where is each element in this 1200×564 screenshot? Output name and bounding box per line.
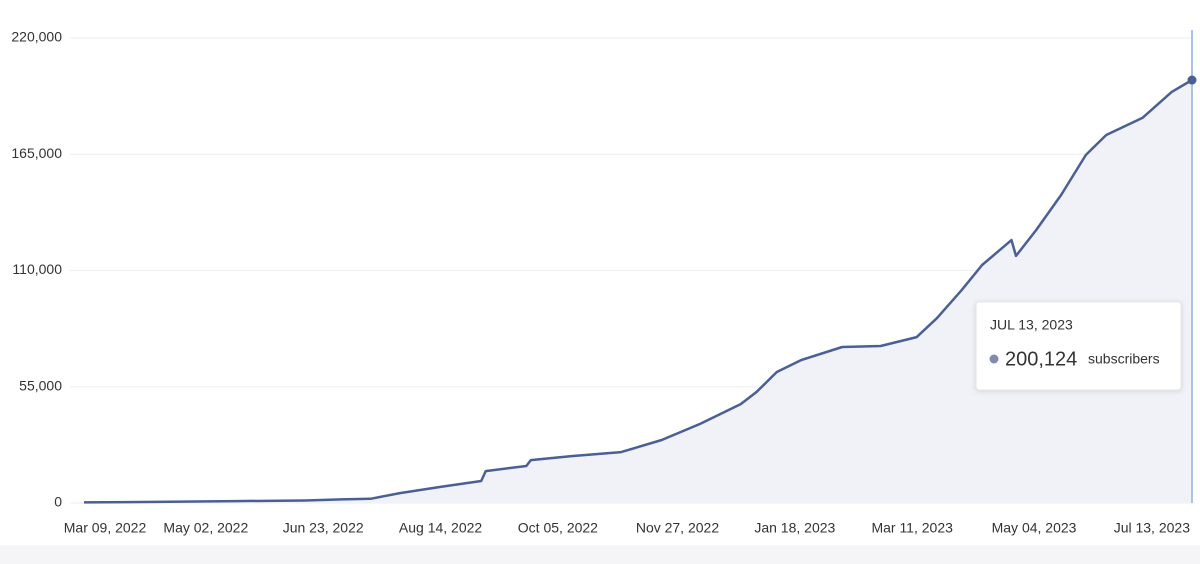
area xyxy=(84,80,1192,503)
y-tick-label: 220,000 xyxy=(11,29,62,45)
footer-strip xyxy=(0,545,1200,564)
x-tick-label: Mar 09, 2022 xyxy=(64,520,147,536)
x-tick-label: May 04, 2023 xyxy=(992,520,1077,536)
x-tick-label: Oct 05, 2022 xyxy=(518,520,598,536)
tooltip-value: 200,124 xyxy=(1005,348,1077,370)
x-tick-label: Aug 14, 2022 xyxy=(399,520,483,536)
y-tick-label: 165,000 xyxy=(11,145,62,161)
x-tick-label: Jun 23, 2022 xyxy=(283,520,364,536)
x-tick-label: May 02, 2022 xyxy=(163,520,248,536)
y-tick-label: 55,000 xyxy=(19,377,62,393)
tooltip-unit: subscribers xyxy=(1088,351,1160,367)
tooltip: JUL 13, 2023 200,124 subscribers xyxy=(975,301,1182,391)
hover-point xyxy=(1187,75,1197,85)
x-tick-label: Nov 27, 2022 xyxy=(636,520,719,536)
y-tick-label: 0 xyxy=(54,494,62,510)
y-tick-label: 110,000 xyxy=(12,261,62,277)
x-tick-label: Jan 18, 2023 xyxy=(754,520,835,536)
tooltip-dot xyxy=(989,354,999,364)
line xyxy=(83,78,1193,504)
x-tick-label: Mar 11, 2023 xyxy=(871,520,953,536)
x-tick-label: Jul 13, 2023 xyxy=(1114,520,1190,536)
tooltip-box xyxy=(975,301,1182,391)
tooltip-title: JUL 13, 2023 xyxy=(990,317,1073,333)
